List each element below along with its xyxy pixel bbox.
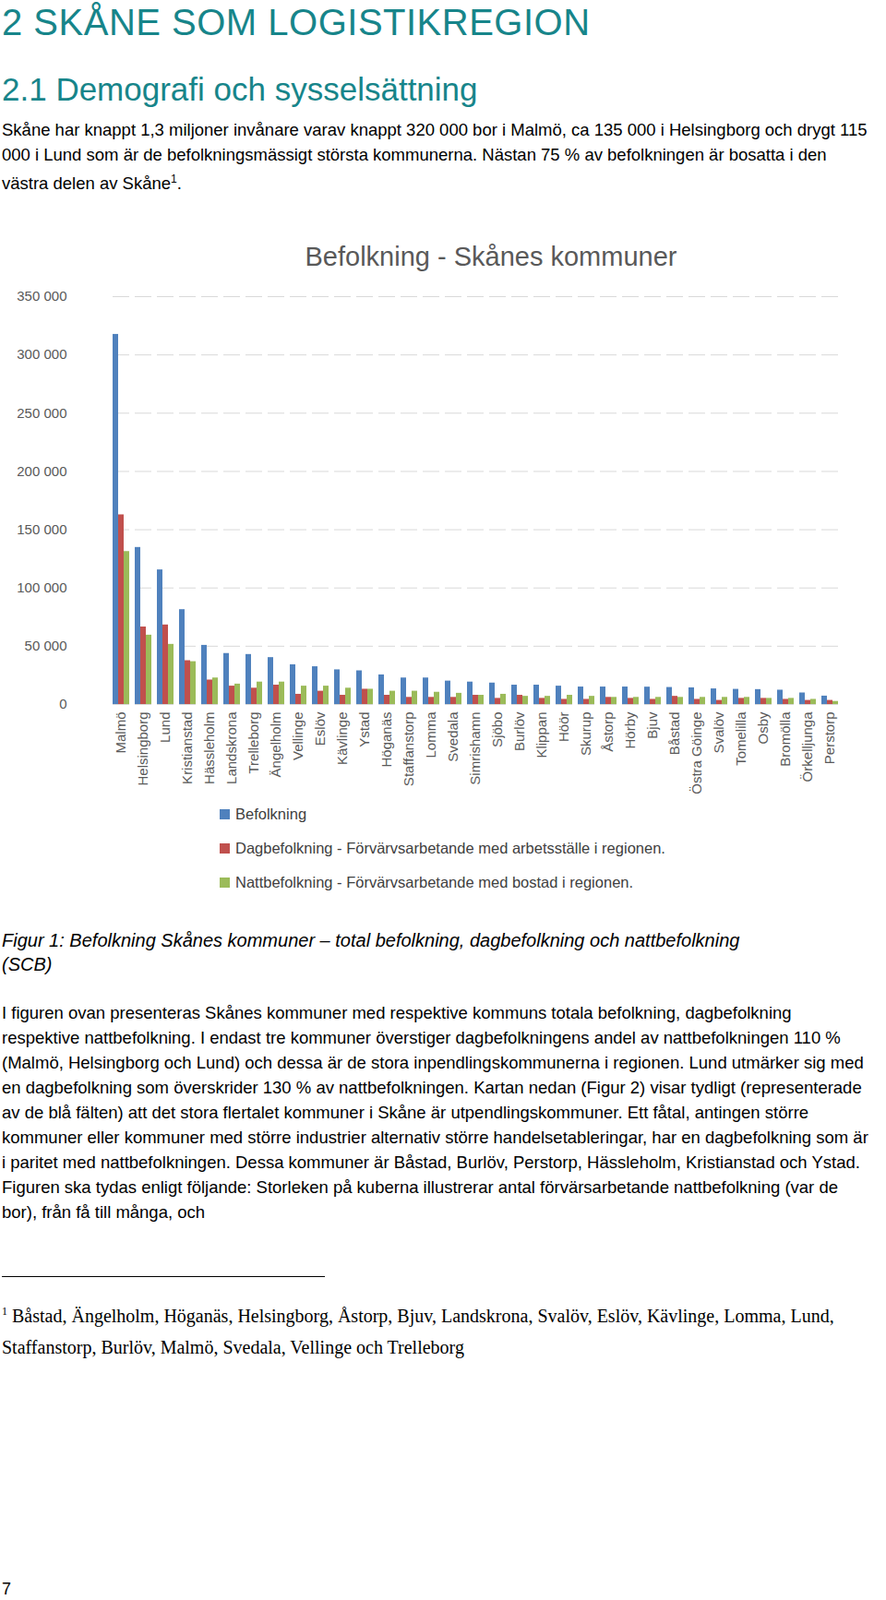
html-text:Befolkning - Skånes kommuner: Befolkning - Skånes kommuner <box>305 241 677 272</box>
html-text:I figuren ovan presenteras Skå: I figuren ovan presenteras Skånes kommun… <box>1 1003 869 1223</box>
html-text:Befolkning: Befolkning <box>235 805 307 823</box>
svg-text:Eslöv: Eslöv <box>311 711 328 746</box>
svg-text:Malmö: Malmö <box>112 712 129 755</box>
svg-text:350 000: 350 000 <box>16 287 67 304</box>
svg-text:Perstorp: Perstorp <box>821 712 838 766</box>
svg-text:Bjuv: Bjuv <box>644 711 660 740</box>
html-text:Dagbefolkning - Förvärvsarbeta: Dagbefolkning - Förvärvsarbetande med ar… <box>235 840 666 857</box>
svg-text:Hässleholm: Hässleholm <box>201 712 217 785</box>
svg-text:150 000: 150 000 <box>16 521 67 538</box>
html-text:Figur 1: Befolkning Skånes kom: Figur 1: Befolkning Skånes kommuner – to… <box>1 930 740 975</box>
svg-text:Svedala: Svedala <box>444 711 461 763</box>
svg-text:Bromölla: Bromölla <box>777 711 793 767</box>
svg-text:Burlöv: Burlöv <box>511 711 527 752</box>
svg-text:Osby: Osby <box>754 711 771 745</box>
svg-text:Sjöbo: Sjöbo <box>489 712 505 748</box>
svg-text:Kävlinge: Kävlinge <box>334 712 350 767</box>
svg-text:Vellinge: Vellinge <box>289 712 306 762</box>
html-text:Skåne har knappt 1,3 miljoner: Skåne har knappt 1,3 miljoner invånare v… <box>1 119 868 194</box>
svg-text:Höganäs: Höganäs <box>378 712 395 768</box>
svg-text:250 000: 250 000 <box>16 405 67 421</box>
svg-text:Skurup: Skurup <box>577 712 594 757</box>
svg-text:50 000: 50 000 <box>24 637 68 654</box>
svg-text:Simrishamn: Simrishamn <box>466 712 483 786</box>
svg-text:Ystad: Ystad <box>356 712 372 748</box>
svg-text:Tomelilla: Tomelilla <box>732 711 749 767</box>
svg-text:Lomma: Lomma <box>422 711 439 759</box>
html-text:1Båstad, Ängelholm, Höganäs, H: 1Båstad, Ängelholm, Höganäs, Helsingborg… <box>1 1305 834 1358</box>
svg-text:Staffanstorp: Staffanstorp <box>400 712 417 788</box>
svg-text:Åstorp: Åstorp <box>599 712 616 753</box>
svg-text:Östra Göinge: Östra Göinge <box>688 712 705 795</box>
svg-text:Klippan: Klippan <box>533 712 550 759</box>
svg-text:Trelleborg: Trelleborg <box>245 712 262 775</box>
svg-text:Kristianstad: Kristianstad <box>179 712 195 785</box>
svg-text:Helsingborg: Helsingborg <box>134 712 151 787</box>
svg-text:200 000: 200 000 <box>16 463 67 479</box>
html-text:7: 7 <box>1 1580 12 1599</box>
svg-text:Ängelholm: Ängelholm <box>267 712 284 779</box>
svg-text:Svalöv: Svalöv <box>710 711 727 755</box>
svg-text:0: 0 <box>59 695 67 712</box>
svg-text:100 000: 100 000 <box>16 579 67 596</box>
svg-text:Lund: Lund <box>156 712 173 743</box>
svg-text:Örkelljunga: Örkelljunga <box>799 711 815 783</box>
svg-text:300 000: 300 000 <box>16 347 67 363</box>
svg-text:Båstad: Båstad <box>666 712 683 756</box>
html-text:2.1 Demografi och sysselsättni: 2.1 Demografi och sysselsättning <box>1 71 478 108</box>
html-text:2 SKÅNE SOM LOGISTIKREGION: 2 SKÅNE SOM LOGISTIKREGION <box>1 1 591 43</box>
html-text:Nattbefolkning - Förvärvsarbet: Nattbefolkning - Förvärvsarbetande med b… <box>235 874 634 891</box>
svg-text:Höör: Höör <box>555 712 572 743</box>
svg-text:Landskrona: Landskrona <box>223 711 240 785</box>
svg-text:Hörby: Hörby <box>622 711 638 750</box>
